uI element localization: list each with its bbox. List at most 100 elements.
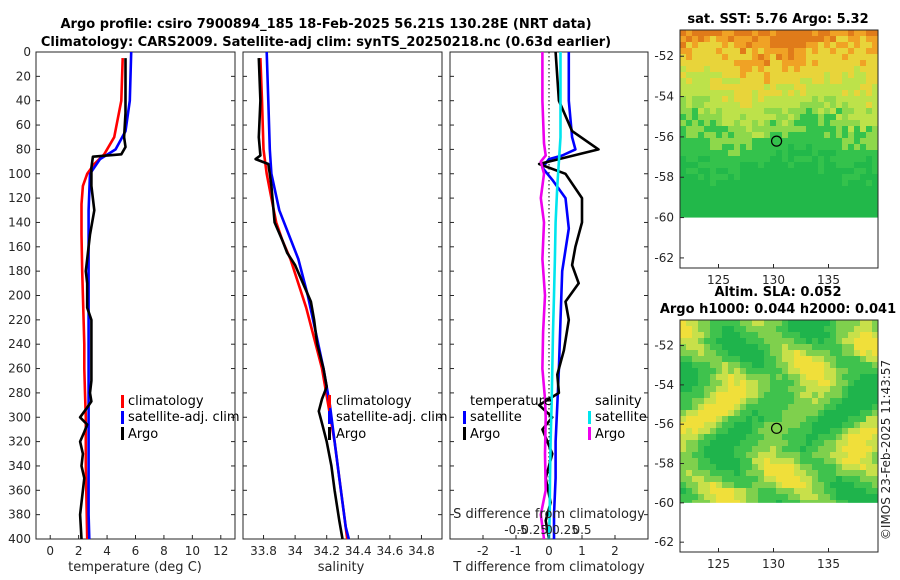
field-cell [830, 476, 836, 482]
field-cell [800, 144, 806, 150]
field-cell [818, 458, 824, 464]
field-cell [716, 42, 722, 48]
field-cell [872, 410, 878, 416]
field-cell [698, 96, 704, 102]
field-cell [842, 78, 848, 84]
field-cell [704, 36, 710, 42]
field-cell [770, 434, 776, 440]
field-cell [716, 404, 722, 410]
field-cell [704, 198, 710, 204]
field-cell [836, 392, 842, 398]
field-cell [794, 144, 800, 150]
field-cell [770, 120, 776, 126]
field-cell [830, 192, 836, 198]
field-cell [836, 204, 842, 210]
field-cell [692, 174, 698, 180]
field-cell [752, 428, 758, 434]
field-cell [848, 320, 854, 326]
field-cell [734, 464, 740, 470]
field-cell [722, 108, 728, 114]
field-cell [716, 78, 722, 84]
field-cell [776, 470, 782, 476]
field-cell [710, 138, 716, 144]
field-cell [860, 54, 866, 60]
field-cell [866, 60, 872, 66]
field-cell [860, 48, 866, 54]
field-cell [824, 84, 830, 90]
field-cell [764, 198, 770, 204]
field-cell [746, 216, 752, 218]
field-cell [764, 84, 770, 90]
field-cell [818, 96, 824, 102]
field-cell [818, 66, 824, 72]
field-cell [806, 458, 812, 464]
field-cell [746, 192, 752, 198]
field-cell [872, 150, 878, 156]
field-cell [776, 422, 782, 428]
field-cell [728, 476, 734, 482]
field-cell [734, 326, 740, 332]
field-cell [860, 108, 866, 114]
field-cell [686, 392, 692, 398]
field-cell [812, 422, 818, 428]
field-cell [782, 482, 788, 488]
field-cell [704, 380, 710, 386]
field-cell [848, 494, 854, 500]
field-cell [734, 362, 740, 368]
field-cell [752, 132, 758, 138]
field-cell [776, 66, 782, 72]
field-cell [728, 494, 734, 500]
x-tick-label: 34.4 [345, 544, 372, 558]
field-cell [788, 162, 794, 168]
field-cell [740, 458, 746, 464]
field-cell [848, 368, 854, 374]
field-cell [692, 42, 698, 48]
field-cell [764, 320, 770, 326]
field-cell [854, 446, 860, 452]
field-cell [722, 156, 728, 162]
field-cell [776, 428, 782, 434]
field-cell [734, 368, 740, 374]
field-cell [872, 476, 878, 482]
field-cell [824, 126, 830, 132]
field-cell [830, 30, 836, 36]
field-cell [818, 356, 824, 362]
field-cell [782, 350, 788, 356]
field-cell [866, 326, 872, 332]
field-cell [824, 42, 830, 48]
field-cell [794, 168, 800, 174]
field-cell [776, 446, 782, 452]
field-cell [830, 332, 836, 338]
field-cell [854, 488, 860, 494]
field-cell [764, 186, 770, 192]
field-cell [824, 96, 830, 102]
field-cell [872, 398, 878, 404]
field-cell [788, 338, 794, 344]
field-cell [818, 332, 824, 338]
field-cell [800, 488, 806, 494]
field-cell [818, 48, 824, 54]
field-cell [842, 144, 848, 150]
field-cell [710, 404, 716, 410]
field-cell [710, 54, 716, 60]
field-cell [746, 138, 752, 144]
field-cell [686, 368, 692, 374]
field-cell [866, 78, 872, 84]
field-cell [806, 60, 812, 66]
field-cell [794, 392, 800, 398]
field-cell [698, 144, 704, 150]
field-cell [812, 162, 818, 168]
field-cell [818, 494, 824, 500]
field-cell [758, 368, 764, 374]
field-cell [824, 138, 830, 144]
field-cell [860, 120, 866, 126]
field-cell [746, 410, 752, 416]
field-cell [728, 186, 734, 192]
field-cell [758, 482, 764, 488]
field-cell [734, 434, 740, 440]
field-cell [746, 96, 752, 102]
field-cell [728, 204, 734, 210]
field-cell [776, 416, 782, 422]
field-cell [842, 488, 848, 494]
field-cell [782, 108, 788, 114]
